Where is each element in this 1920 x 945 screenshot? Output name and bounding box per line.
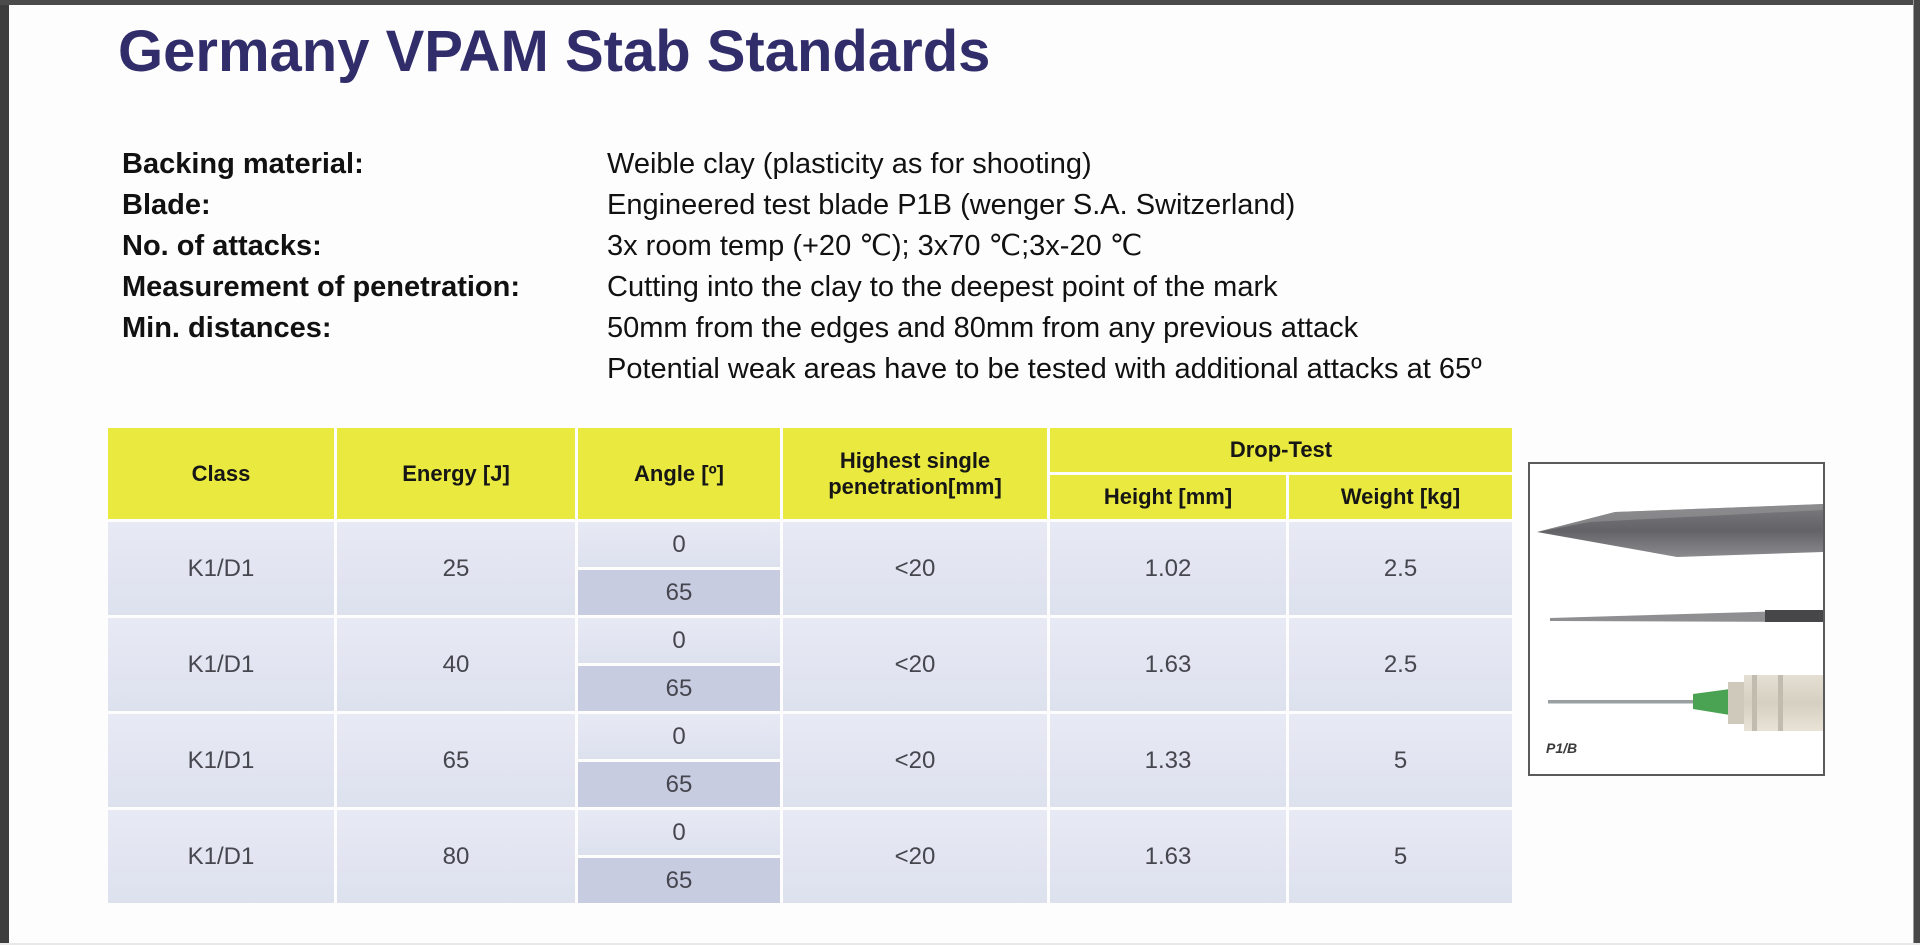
- cell-energy-row2: 40: [337, 618, 575, 711]
- page-title: Germany VPAM Stab Standards: [118, 19, 991, 84]
- cell-penetration-row2: <20: [783, 618, 1047, 711]
- spec-value-measurement: Cutting into the clay to the deepest poi…: [607, 271, 1278, 303]
- cell-height-row3: 1.33: [1050, 714, 1286, 807]
- cell-angle65-row2: 65: [578, 666, 780, 711]
- spec-label-no-of-attacks: No. of attacks:: [122, 230, 322, 262]
- cell-energy-row4: 80: [337, 810, 575, 903]
- spec-label-min-distances: Min. distances:: [122, 312, 332, 344]
- syringe-barrel: [1744, 675, 1823, 731]
- cell-angle65-row4: 65: [578, 858, 780, 903]
- spec-value-no-of-attacks: 3x room temp (+20 ℃); 3x70 ℃;3x-20 ℃: [607, 230, 1143, 262]
- blade-illustration: [1537, 504, 1823, 731]
- spec-label-blank: [122, 349, 607, 390]
- blade-figure: P1/B: [1528, 462, 1825, 776]
- standards-table: Class Energy [J] Angle [º] Highest singl…: [108, 428, 1512, 903]
- cell-height-row4: 1.63: [1050, 810, 1286, 903]
- spec-label-measurement: Measurement of penetration:: [122, 271, 520, 303]
- col-header-weight: Weight [kg]: [1289, 475, 1512, 519]
- cell-weight-row2: 2.5: [1289, 618, 1512, 711]
- col-header-penetration: Highest single penetration[mm]: [783, 428, 1047, 519]
- cell-height-row1: 1.02: [1050, 522, 1286, 615]
- window-frame-top: [0, 0, 1920, 5]
- cell-penetration-row4: <20: [783, 810, 1047, 903]
- cell-class-row2: K1/D1: [108, 618, 334, 711]
- barrel-ridge: [1778, 675, 1783, 731]
- cell-angle0-row3: 0: [578, 714, 780, 759]
- spike-handle: [1765, 610, 1823, 622]
- needle-hub-green: [1693, 689, 1730, 715]
- cell-weight-row4: 5: [1289, 810, 1512, 903]
- spike-shape: [1550, 610, 1823, 622]
- blade-edge-highlight: [1537, 504, 1823, 532]
- col-header-energy: Energy [J]: [337, 428, 575, 519]
- cell-angle65-row3: 65: [578, 762, 780, 807]
- needle-shaft: [1548, 700, 1698, 704]
- spec-list: Backing material: Weible clay (plasticit…: [122, 144, 1482, 390]
- cell-angle0-row1: 0: [578, 522, 780, 567]
- spec-value-min-distances: 50mm from the edges and 80mm from any pr…: [607, 312, 1359, 344]
- spec-value-backing-material: Weible clay (plasticity as for shooting): [607, 148, 1092, 180]
- cell-penetration-row1: <20: [783, 522, 1047, 615]
- cell-penetration-row3: <20: [783, 714, 1047, 807]
- barrel-ridge: [1752, 675, 1757, 731]
- cell-angle65-row1: 65: [578, 570, 780, 615]
- cell-energy-row3: 65: [337, 714, 575, 807]
- col-header-angle: Angle [º]: [578, 428, 780, 519]
- cell-angle0-row2: 0: [578, 618, 780, 663]
- col-header-class: Class: [108, 428, 334, 519]
- spec-value-blade: Engineered test blade P1B (wenger S.A. S…: [607, 189, 1296, 221]
- cell-weight-row1: 2.5: [1289, 522, 1512, 615]
- cell-height-row2: 1.63: [1050, 618, 1286, 711]
- figure-label: P1/B: [1546, 740, 1578, 756]
- cell-class-row3: K1/D1: [108, 714, 334, 807]
- col-header-height: Height [mm]: [1050, 475, 1286, 519]
- col-header-drop-test: Drop-Test: [1050, 428, 1512, 472]
- cell-class-row1: K1/D1: [108, 522, 334, 615]
- cell-class-row4: K1/D1: [108, 810, 334, 903]
- spec-value-weak-areas: Potential weak areas have to be tested w…: [607, 353, 1482, 385]
- needle-collar: [1728, 682, 1744, 724]
- window-frame-bottom: [0, 943, 1920, 945]
- spec-label-backing-material: Backing material:: [122, 148, 364, 180]
- cell-weight-row3: 5: [1289, 714, 1512, 807]
- cell-angle0-row4: 0: [578, 810, 780, 855]
- window-frame-left: [0, 0, 9, 945]
- window-frame-right: [1913, 0, 1920, 945]
- spec-label-blade: Blade:: [122, 189, 211, 221]
- cell-energy-row1: 25: [337, 522, 575, 615]
